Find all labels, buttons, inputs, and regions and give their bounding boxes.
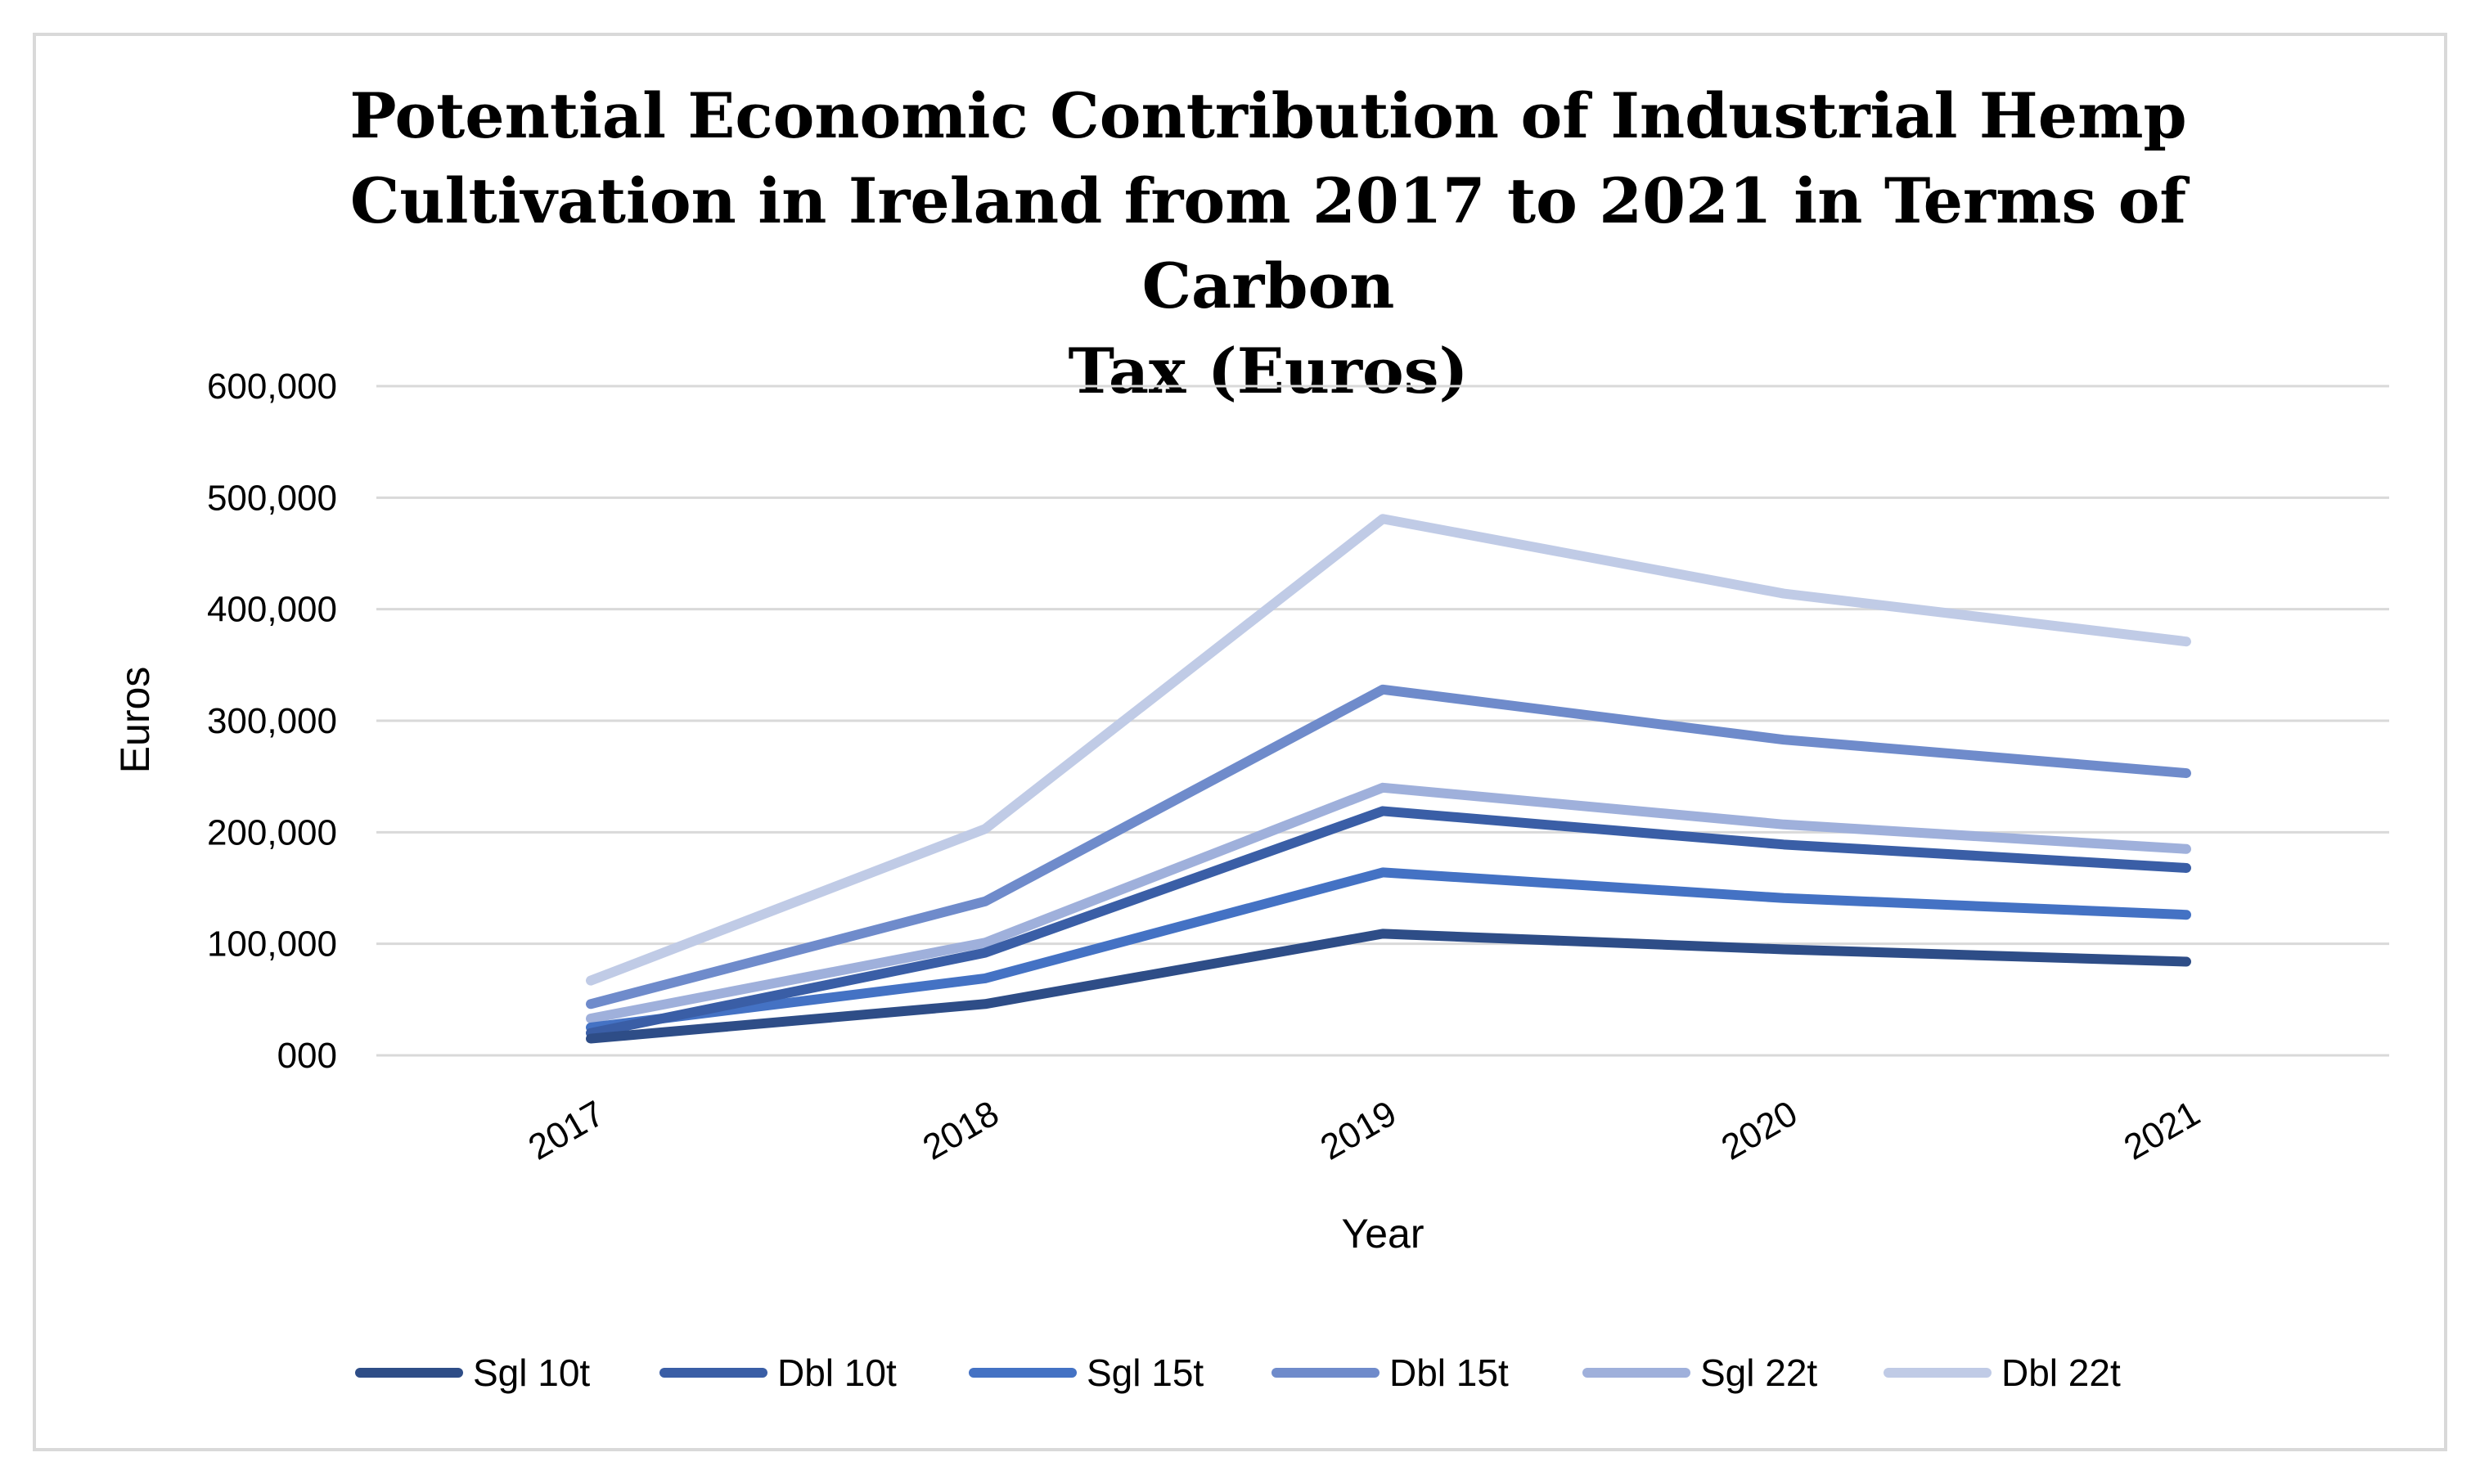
x-tick-label: 2019 [1314, 1093, 1403, 1167]
y-tick-label: 000 [277, 1036, 337, 1076]
x-tick-label: 2021 [2118, 1093, 2207, 1167]
legend-label: Sgl 10t [473, 1351, 590, 1394]
series-lines [586, 514, 2191, 1044]
y-tick-label: 600,000 [207, 367, 337, 407]
series-line-sgl-22t [586, 782, 2191, 1024]
legend-label: Dbl 15t [1389, 1351, 1509, 1394]
series-line-dbl-10t [586, 806, 2191, 1038]
legend-label: Dbl 22t [2001, 1351, 2121, 1394]
x-tick-label: 2018 [916, 1093, 1006, 1167]
y-axis-label: Euros [112, 667, 158, 774]
y-tick-label: 100,000 [207, 924, 337, 965]
x-axis-label: Year [1341, 1211, 1424, 1257]
y-tick-label: 400,000 [207, 590, 337, 630]
chart-title-line-1: Potential Economic Contribution of Indus… [349, 79, 2187, 152]
y-tick-label: 500,000 [207, 478, 337, 518]
y-tick-label: 200,000 [207, 812, 337, 852]
y-axis-ticks: 000 100,000 200,000 300,000 400,000 500,000 60… [207, 367, 337, 1076]
x-tick-label: 2017 [522, 1093, 611, 1167]
legend-label: Dbl 10t [777, 1351, 897, 1394]
chart-title-line-2: Cultivation in Ireland from 2017 to 2021… [349, 164, 2187, 322]
gridlines [376, 384, 2389, 1057]
legend-label: Sgl 15t [1087, 1351, 1204, 1394]
x-tick-label: 2020 [1715, 1093, 1804, 1167]
series-line-dbl-15t [586, 684, 2191, 1010]
x-axis-ticks: 2017 2018 2019 2020 2021 [522, 1093, 2207, 1167]
chart-frame [33, 33, 2447, 1451]
legend-label: Sgl 22t [1700, 1351, 1817, 1394]
y-tick-label: 300,000 [207, 701, 337, 741]
series-line-sgl-10t [586, 929, 2191, 1044]
chart-title-line-3: Tax (Euros) [1068, 335, 1469, 407]
series-line-sgl-15t [586, 867, 2191, 1032]
chart-title: Potential Economic Contribution of Indus… [245, 74, 2291, 414]
legend: Sgl 10t Dbl 10t Sgl 15t Dbl 15t Sgl 22t Dbl 2… [355, 1351, 2121, 1394]
series-line-dbl-22t [586, 514, 2191, 986]
